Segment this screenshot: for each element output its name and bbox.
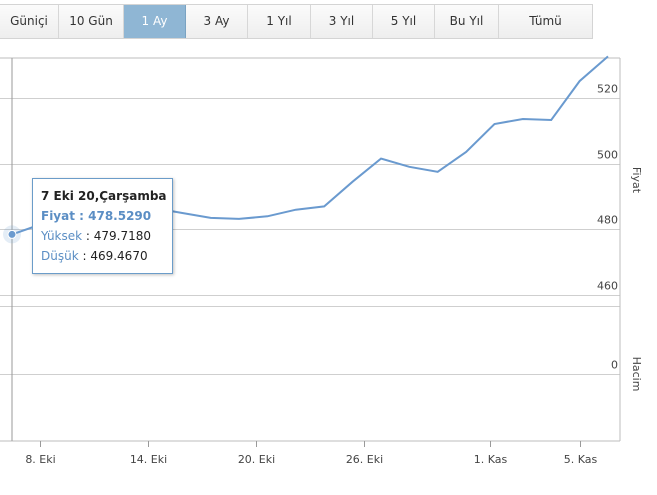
price-axis-title: Fiyat: [630, 167, 643, 194]
hover-marker: [3, 225, 21, 243]
price-tick-label: 520: [597, 83, 618, 96]
x-tick-label: 20. Eki: [238, 453, 275, 466]
price-tick-label: 460: [597, 280, 618, 293]
x-tick-label: 5. Kas: [564, 453, 598, 466]
x-tick-label: 26. Eki: [346, 453, 383, 466]
x-tick-label: 1. Kas: [474, 453, 508, 466]
x-tick-label: 8. Eki: [25, 453, 55, 466]
tick-labels: 460 480 500 520 0 8. Eki 14. Eki 20. Eki 26. Eki…: [25, 83, 618, 467]
price-tick-label: 500: [597, 149, 618, 162]
volume-axis-title: Hacim: [630, 357, 643, 392]
price-tick-label: 480: [597, 214, 618, 227]
x-tick-label: 14. Eki: [130, 453, 167, 466]
tooltip-high: Yüksek : 479.7180: [41, 226, 164, 246]
data-point-tooltip: 7 Eki 20,Çarşamba Fiyat : 478.5290 Yükse…: [32, 178, 173, 274]
volume-tick-label: 0: [611, 359, 618, 372]
tooltip-low: Düşük : 469.4670: [41, 246, 164, 266]
tooltip-price: Fiyat : 478.5290: [41, 206, 164, 226]
tooltip-date: 7 Eki 20,Çarşamba: [41, 186, 164, 206]
hover-marker-dot: [8, 230, 16, 238]
